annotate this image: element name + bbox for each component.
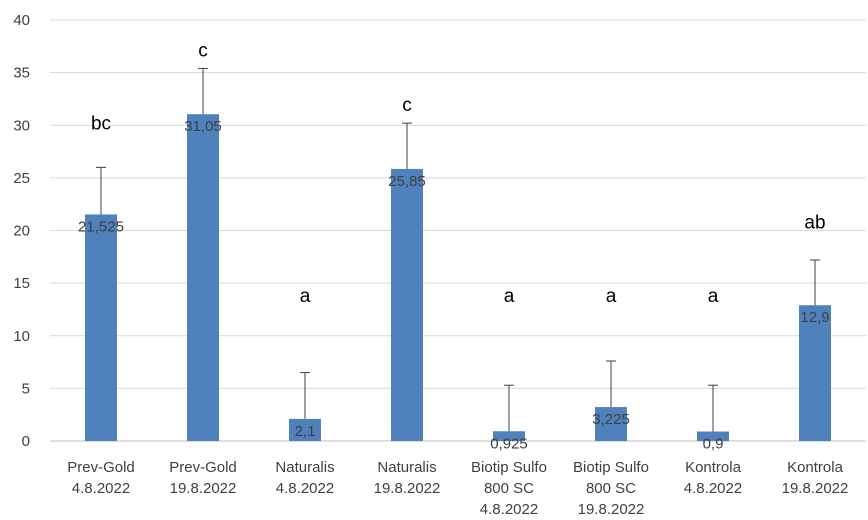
x-tick-label-line: 4.8.2022 bbox=[72, 480, 130, 497]
x-tick-label-line: 19.8.2022 bbox=[374, 480, 441, 497]
bar bbox=[187, 114, 219, 441]
bar bbox=[799, 305, 831, 441]
x-tick-label-line: 19.8.2022 bbox=[170, 480, 237, 497]
x-tick-label: Prev-Gold 19.8.2022 bbox=[169, 459, 237, 497]
x-tick-label-line: Kontrola bbox=[685, 459, 742, 476]
y-tick-label: 25 bbox=[13, 170, 30, 187]
x-tick-label: Prev-Gold 4.8.2022 bbox=[67, 459, 135, 497]
bars bbox=[85, 114, 831, 441]
grid-lines bbox=[50, 19, 866, 442]
significance-letters: bc c a c a a a ab bbox=[91, 40, 826, 307]
significance-letter: c bbox=[402, 95, 412, 116]
x-tick-label-line: 19.8.2022 bbox=[782, 480, 849, 497]
y-tick-label: 10 bbox=[13, 328, 30, 345]
error-bars bbox=[96, 67, 820, 432]
y-tick-label: 15 bbox=[13, 275, 30, 292]
y-axis: 0 5 10 15 20 25 30 35 40 bbox=[13, 12, 30, 450]
significance-letter: ab bbox=[804, 212, 825, 233]
data-label: 25,85 bbox=[388, 173, 426, 190]
y-tick-label: 5 bbox=[22, 380, 30, 397]
x-tick-label: Biotip Sulfo 800 SC 4.8.2022 bbox=[471, 459, 547, 518]
x-tick-label-line: Prev-Gold bbox=[67, 459, 135, 476]
x-tick-label: Naturalis 4.8.2022 bbox=[275, 459, 334, 497]
y-tick-label: 0 bbox=[22, 433, 30, 450]
x-tick-label-line: 800 SC bbox=[586, 480, 636, 497]
x-tick-label-line: Biotip Sulfo bbox=[471, 459, 547, 476]
x-tick-label-line: Naturalis bbox=[275, 459, 334, 476]
data-label: 2,1 bbox=[295, 423, 316, 440]
bar bbox=[697, 431, 729, 441]
y-tick-label: 40 bbox=[13, 12, 30, 29]
data-label: 0,925 bbox=[490, 435, 528, 452]
y-tick-label: 35 bbox=[13, 65, 30, 82]
bar bbox=[289, 418, 321, 441]
data-label: 3,225 bbox=[592, 411, 630, 428]
data-label: 21,525 bbox=[78, 218, 124, 235]
significance-letter: a bbox=[504, 286, 515, 307]
significance-letter: c bbox=[198, 40, 208, 61]
data-label: 12,9 bbox=[800, 309, 829, 326]
x-tick-label-line: 800 SC bbox=[484, 480, 534, 497]
x-tick-label-line: 4.8.2022 bbox=[480, 501, 538, 518]
bar bbox=[493, 431, 525, 441]
significance-letter: a bbox=[606, 286, 617, 307]
x-tick-label-line: Biotip Sulfo bbox=[573, 459, 649, 476]
y-tick-label: 20 bbox=[13, 223, 30, 240]
value-labels: 21,525 31,05 2,1 25,85 0,925 3,225 0,9 12,9 bbox=[78, 118, 830, 452]
x-tick-label: Kontrola 4.8.2022 bbox=[684, 459, 742, 497]
x-tick-label: Naturalis 19.8.2022 bbox=[374, 459, 441, 497]
significance-letter: a bbox=[708, 286, 719, 307]
significance-letter: bc bbox=[91, 113, 111, 134]
y-tick-label: 30 bbox=[13, 117, 30, 134]
x-tick-label-line: 19.8.2022 bbox=[578, 501, 645, 518]
bar bbox=[595, 407, 627, 441]
x-tick-label-line: Prev-Gold bbox=[169, 459, 237, 476]
data-label: 0,9 bbox=[703, 436, 724, 453]
data-label: 31,05 bbox=[184, 118, 222, 135]
x-tick-label-line: 4.8.2022 bbox=[276, 480, 334, 497]
x-tick-label-line: 4.8.2022 bbox=[684, 480, 742, 497]
x-tick-label: Kontrola 19.8.2022 bbox=[782, 459, 849, 497]
x-tick-label-line: Naturalis bbox=[377, 459, 436, 476]
significance-letter: a bbox=[300, 286, 311, 307]
bar bbox=[85, 214, 117, 441]
x-tick-label-line: Kontrola bbox=[787, 459, 844, 476]
bar bbox=[391, 168, 423, 441]
x-tick-label: Biotip Sulfo 800 SC 19.8.2022 bbox=[573, 459, 649, 518]
